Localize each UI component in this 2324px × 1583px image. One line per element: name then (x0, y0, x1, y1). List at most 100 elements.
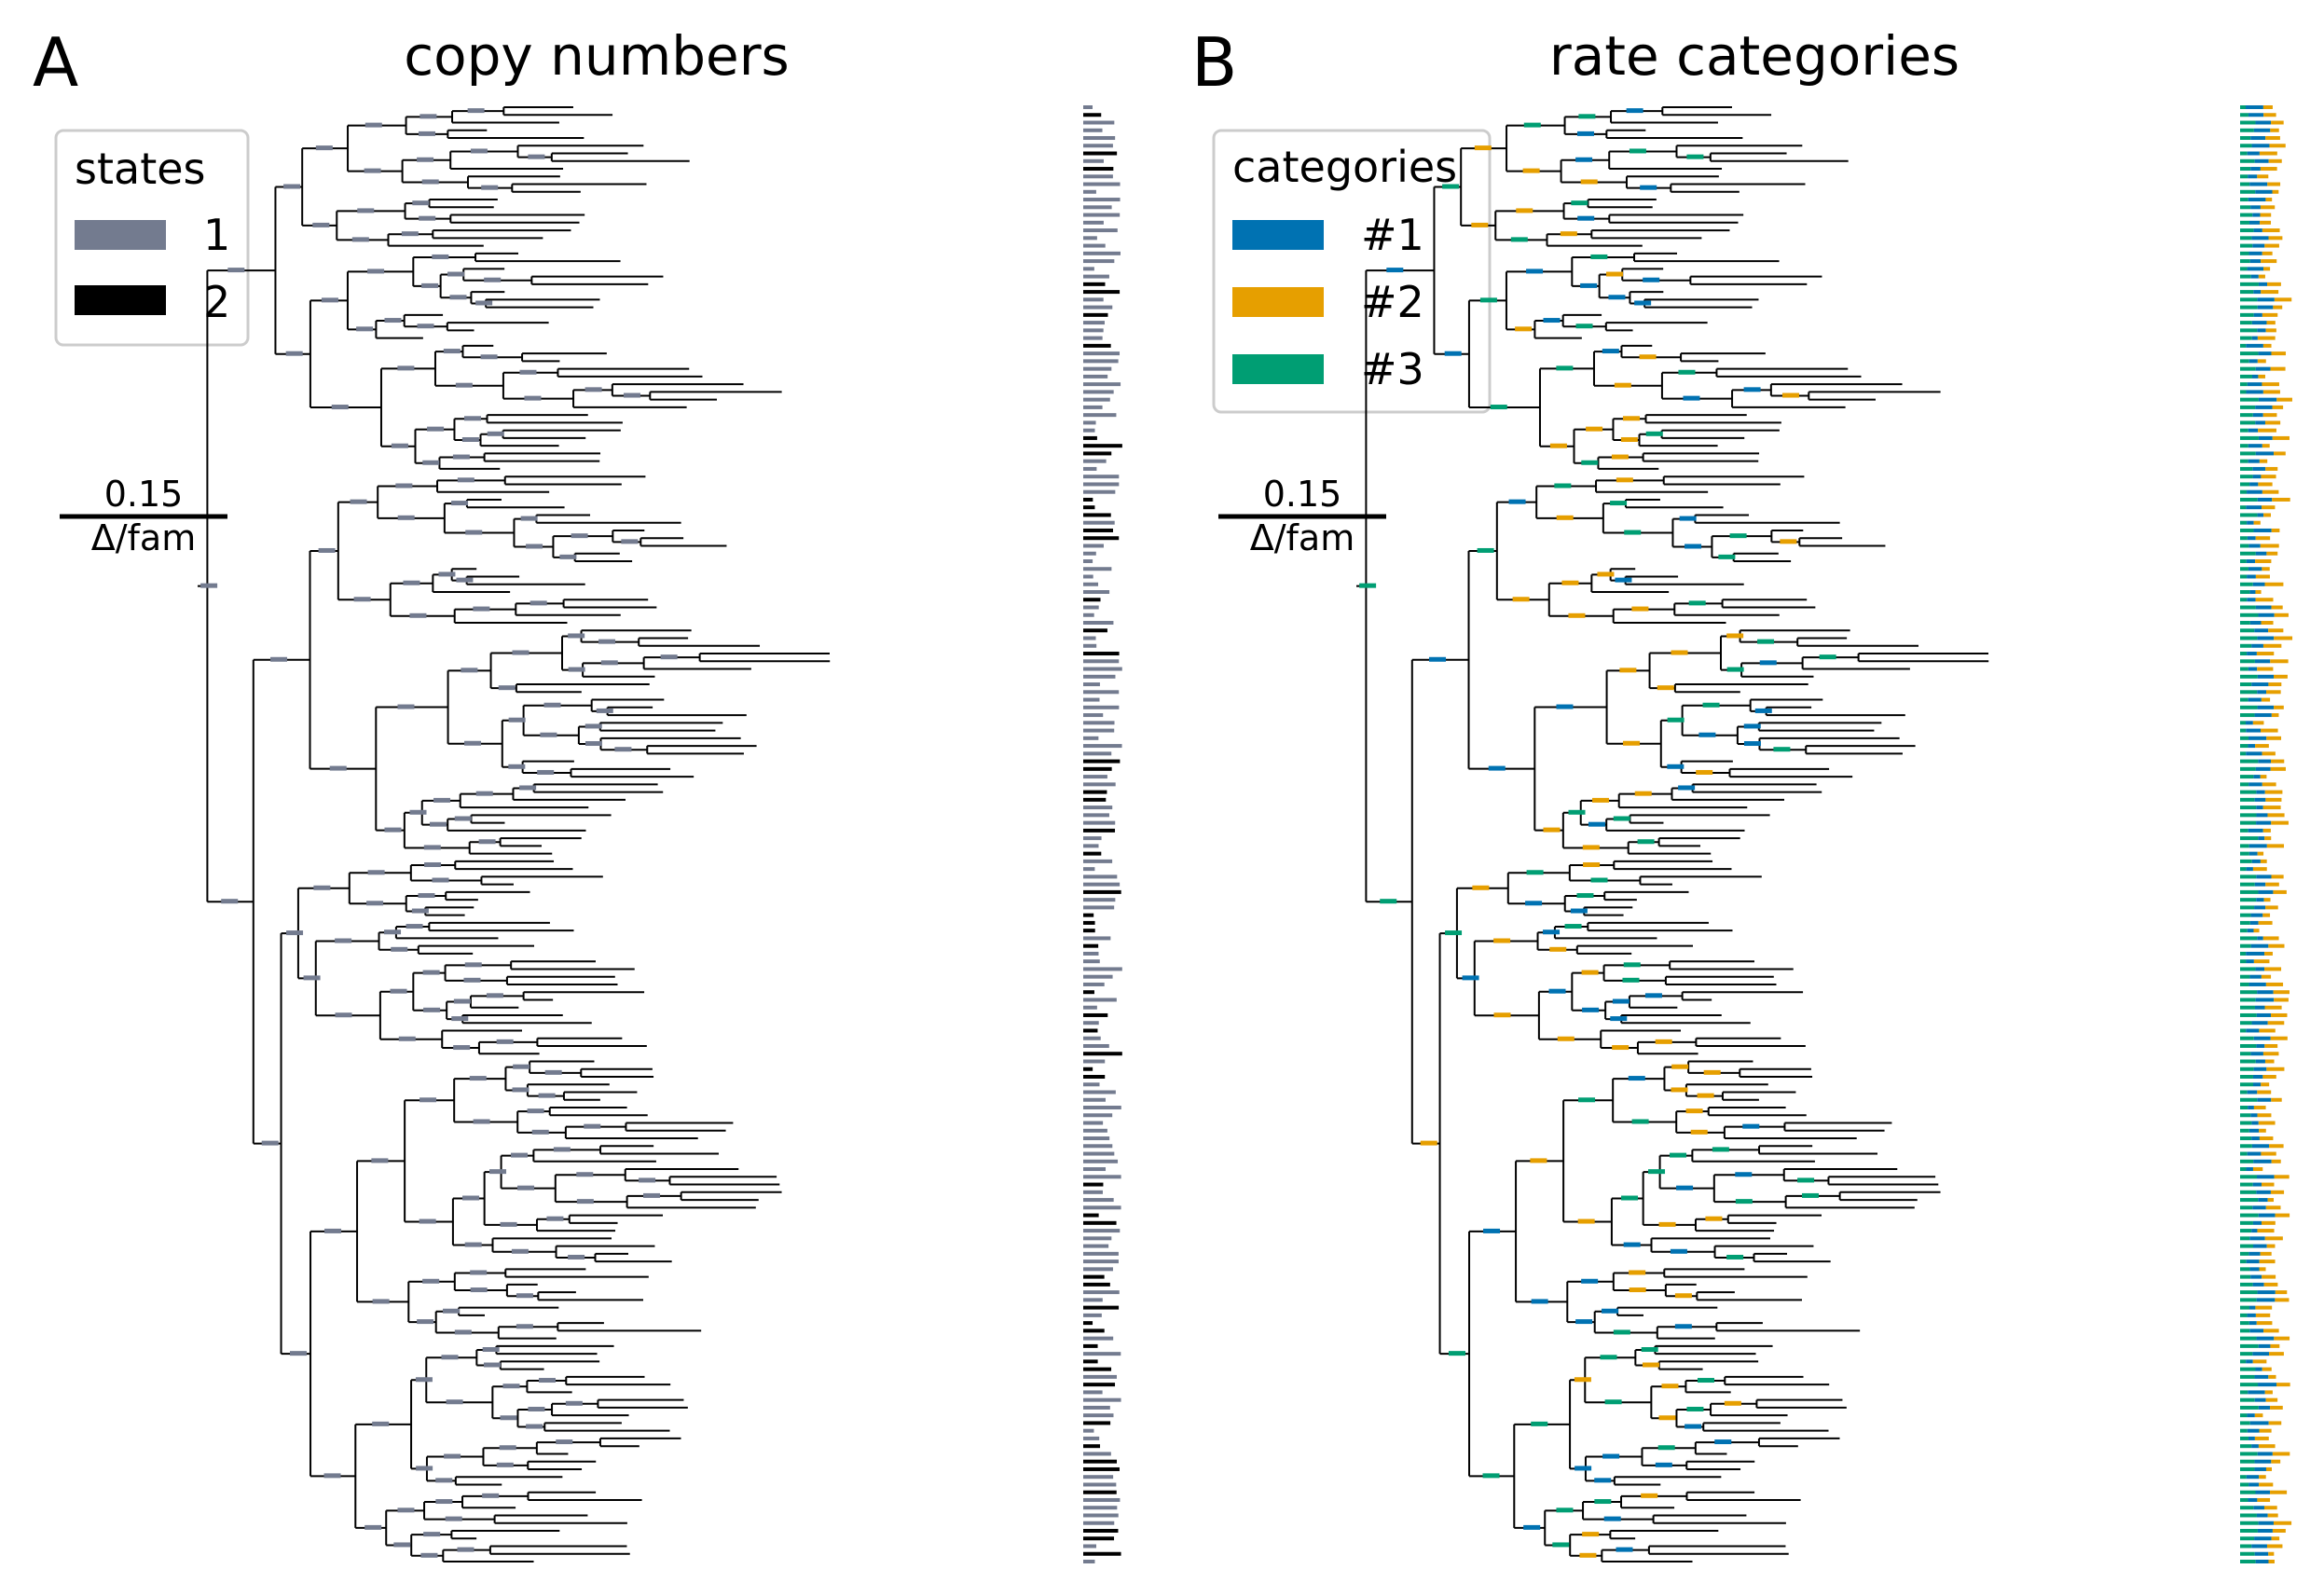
leaf-category-mark (2255, 967, 2265, 971)
leaf-category-mark (2258, 428, 2276, 433)
leaf-category-mark (2255, 405, 2273, 409)
branch-state-mark (584, 1123, 601, 1129)
leaf-category-mark (2256, 1513, 2268, 1518)
branch-state-mark (422, 460, 440, 465)
leaf-category-mark (2240, 336, 2252, 340)
leaf-category-mark (2246, 1167, 2253, 1172)
leaf-category-mark (2251, 1136, 2260, 1141)
branch-state-mark (524, 395, 542, 401)
leaf-category-mark (2260, 859, 2267, 863)
branch-state-mark (467, 108, 485, 114)
branch-state-mark (1623, 740, 1641, 746)
leaf-category-mark (2253, 228, 2262, 233)
leaf-category-mark (2248, 1321, 2257, 1326)
leaf-category-mark (2248, 1436, 2255, 1440)
leaf-category-mark (2269, 144, 2286, 148)
leaf-category-mark (2256, 652, 2275, 656)
leaf-category-mark (2274, 1336, 2290, 1341)
leaf-category-mark (2240, 1005, 2255, 1010)
leaf-category-mark (2262, 444, 2270, 448)
branch-state-mark (1697, 1378, 1714, 1383)
leaf-category-mark (2240, 151, 2248, 156)
leaf-category-mark (2240, 1136, 2252, 1141)
leaf-category-mark (2240, 1198, 2259, 1203)
leaf-category-mark (2240, 1374, 2255, 1379)
branch-state-mark (1612, 1045, 1630, 1051)
branch-state-mark (508, 764, 526, 769)
branch-state-mark (1493, 1012, 1511, 1018)
leaf-state-mark (1083, 889, 1121, 894)
branch-state-mark (1724, 1400, 1741, 1406)
leaf-category-mark (2240, 321, 2252, 325)
leaf-category-mark (2251, 859, 2261, 863)
branch-state-mark (1512, 597, 1530, 602)
leaf-category-mark (2271, 874, 2284, 879)
branch-state-mark (393, 1542, 411, 1548)
leaf-category-mark (2251, 1544, 2267, 1549)
leaf-category-mark (2240, 582, 2253, 586)
leaf-category-mark (2271, 1159, 2281, 1163)
leaf-state-mark (1083, 1236, 1112, 1241)
branch-state-mark (1667, 764, 1685, 769)
branch-state-mark (559, 554, 577, 559)
leaf-category-mark (2274, 705, 2284, 709)
branch-state-mark (324, 1228, 342, 1233)
leaf-category-mark (2240, 359, 2249, 364)
leaf-state-mark (1083, 1482, 1117, 1487)
branch-state-mark (270, 656, 288, 662)
leaf-state-mark (1083, 1321, 1093, 1326)
leaf-category-mark (2275, 1290, 2288, 1295)
leaf-category-mark (2240, 444, 2248, 448)
leaf-category-mark (2240, 558, 2247, 563)
branch-state-mark (543, 702, 561, 708)
leaf-state-mark (1083, 405, 1103, 409)
leaf-category-mark (2251, 1121, 2259, 1125)
leaf-category-mark (2266, 321, 2276, 325)
leaf-category-mark (2254, 628, 2269, 633)
leaf-category-mark (2273, 1521, 2292, 1525)
leaf-state-mark (1083, 844, 1099, 848)
leaf-category-mark (2255, 744, 2269, 749)
leaf-category-mark (2240, 1260, 2247, 1264)
branch-state-mark (463, 977, 481, 983)
leaf-category-mark (2240, 674, 2258, 679)
leaf-category-mark (2254, 1436, 2269, 1440)
leaf-category-mark (2272, 497, 2290, 502)
leaf-category-mark (2246, 105, 2263, 109)
branch-state-mark (1670, 1248, 1687, 1254)
branch-state-mark (453, 1045, 471, 1051)
leaf-state-mark (1083, 359, 1119, 364)
leaf-category-mark (2240, 1482, 2249, 1487)
leaf-category-mark (2240, 1343, 2259, 1348)
leaf-state-mark (1083, 366, 1112, 371)
branch-state-mark (1623, 1242, 1641, 1247)
leaf-category-mark (2247, 574, 2256, 579)
leaf-category-mark (2240, 282, 2259, 286)
leaf-category-mark (2246, 728, 2262, 733)
leaf-state-mark (1083, 397, 1110, 402)
leaf-category-mark (2249, 482, 2259, 487)
leaf-state-mark (1083, 859, 1113, 863)
leaf-category-mark (2262, 489, 2279, 494)
leaf-state-mark (1083, 413, 1117, 418)
leaf-category-mark (2262, 643, 2282, 648)
leaf-state-mark (1083, 1190, 1103, 1194)
leaf-state-mark (1083, 1551, 1121, 1556)
leaf-category-mark (2274, 998, 2289, 1002)
branch-state-mark (1726, 1254, 1744, 1260)
leaf-category-mark (2262, 343, 2272, 348)
leaf-category-mark (2240, 366, 2256, 371)
leaf-state-mark (1083, 243, 1106, 248)
branch-state-mark (1445, 930, 1463, 936)
leaf-category-mark (2255, 574, 2270, 579)
leaf-category-mark (2240, 1475, 2247, 1480)
leaf-category-mark (2252, 1359, 2267, 1364)
phylogenetic-tree (1356, 106, 1989, 1562)
branch-state-mark (1631, 1119, 1649, 1124)
scale-bar: 0.15 Δ/fam (60, 474, 227, 558)
leaf-state-mark (1083, 590, 1110, 594)
branch-state-mark (447, 271, 465, 277)
leaf-category-mark (2240, 1075, 2253, 1079)
branch-state-mark (1602, 349, 1619, 354)
leaf-category-mark (2240, 1229, 2252, 1233)
